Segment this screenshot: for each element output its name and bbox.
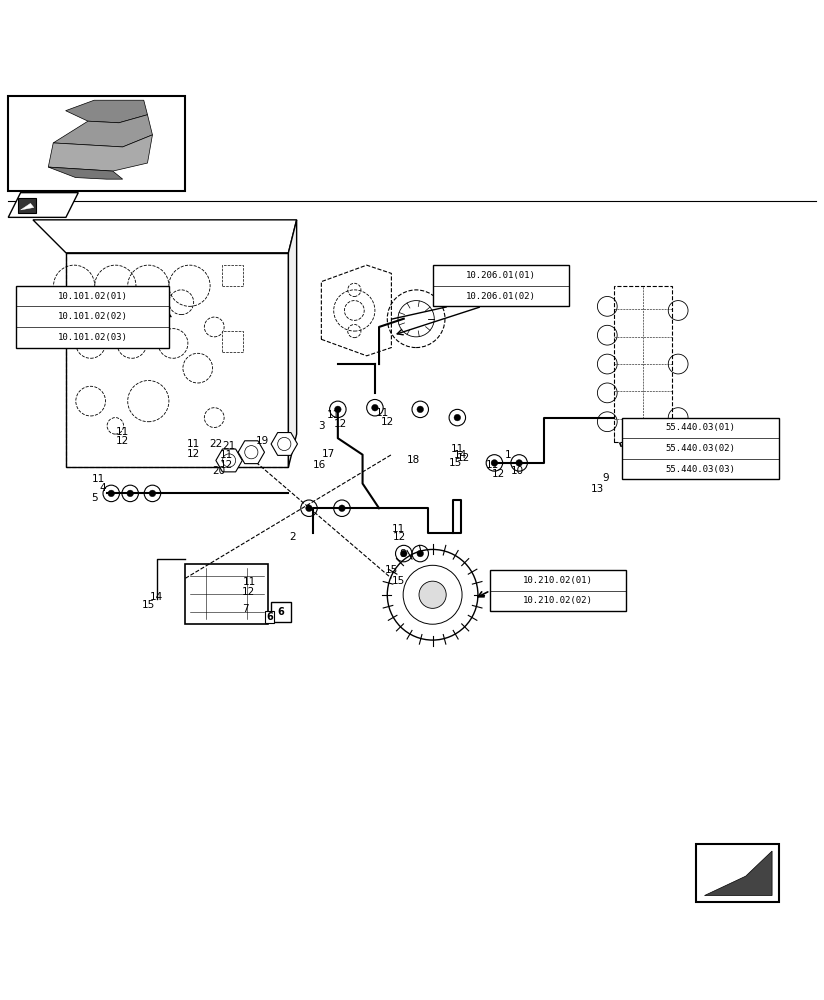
Circle shape	[335, 406, 341, 413]
Text: 55.440.03(01): 55.440.03(01)	[666, 423, 735, 432]
Text: 11: 11	[327, 410, 340, 420]
Text: 19: 19	[255, 436, 269, 446]
Text: 9: 9	[602, 473, 609, 483]
Text: 14: 14	[150, 592, 163, 602]
Text: 12: 12	[457, 453, 471, 463]
FancyBboxPatch shape	[8, 96, 185, 191]
Circle shape	[454, 414, 461, 421]
Polygon shape	[238, 441, 265, 464]
Text: 10.101.02(01): 10.101.02(01)	[58, 292, 128, 301]
Text: 12: 12	[220, 460, 233, 470]
FancyBboxPatch shape	[18, 198, 36, 213]
Polygon shape	[8, 193, 78, 217]
Text: 11: 11	[243, 577, 256, 587]
Text: 13: 13	[591, 484, 604, 494]
Text: 10.210.02(02): 10.210.02(02)	[523, 596, 593, 605]
Text: 55.440.03(03): 55.440.03(03)	[666, 465, 735, 474]
Text: 12: 12	[334, 419, 347, 429]
Text: 55.440.03(02): 55.440.03(02)	[666, 444, 735, 453]
Text: 11: 11	[451, 444, 464, 454]
Text: 15: 15	[391, 576, 405, 586]
Text: 12: 12	[381, 417, 394, 427]
Text: 10.101.02(03): 10.101.02(03)	[58, 333, 128, 342]
Polygon shape	[54, 115, 152, 147]
Text: 6: 6	[266, 612, 273, 622]
Text: 14: 14	[454, 450, 467, 460]
FancyBboxPatch shape	[622, 418, 779, 479]
Text: 6: 6	[278, 607, 284, 617]
FancyBboxPatch shape	[222, 265, 243, 286]
Text: 17: 17	[321, 449, 335, 459]
Polygon shape	[33, 220, 297, 253]
Text: 11: 11	[376, 408, 389, 418]
Circle shape	[306, 505, 312, 512]
Text: 16: 16	[313, 460, 326, 470]
FancyBboxPatch shape	[696, 844, 779, 902]
Text: 15: 15	[385, 565, 398, 575]
Polygon shape	[705, 851, 772, 896]
Circle shape	[400, 550, 407, 557]
Text: 12: 12	[242, 587, 255, 597]
Polygon shape	[21, 203, 34, 210]
Text: 3: 3	[318, 421, 325, 431]
Text: 22: 22	[209, 439, 222, 449]
Polygon shape	[49, 167, 123, 179]
Text: 18: 18	[407, 455, 420, 465]
FancyBboxPatch shape	[16, 286, 169, 348]
Circle shape	[419, 581, 447, 608]
Text: 11: 11	[220, 450, 233, 460]
Text: 11: 11	[187, 439, 200, 449]
Circle shape	[339, 505, 345, 512]
Circle shape	[108, 490, 115, 497]
FancyBboxPatch shape	[490, 570, 626, 611]
FancyBboxPatch shape	[185, 564, 268, 624]
Text: 10: 10	[511, 466, 524, 476]
FancyBboxPatch shape	[271, 602, 291, 622]
Text: 15: 15	[142, 600, 155, 610]
Polygon shape	[216, 449, 242, 472]
Text: 1: 1	[505, 450, 512, 460]
Text: 12: 12	[187, 449, 200, 459]
Polygon shape	[49, 135, 152, 171]
Text: 5: 5	[91, 493, 98, 503]
FancyBboxPatch shape	[66, 253, 288, 467]
Text: 10.101.02(02): 10.101.02(02)	[58, 312, 128, 321]
Polygon shape	[321, 265, 391, 356]
FancyBboxPatch shape	[222, 331, 243, 352]
Text: 20: 20	[212, 466, 225, 476]
Circle shape	[417, 406, 424, 413]
Text: 11: 11	[486, 460, 499, 470]
Polygon shape	[288, 220, 297, 467]
Text: 11: 11	[92, 474, 105, 484]
Circle shape	[149, 490, 156, 497]
Text: 12: 12	[115, 436, 129, 446]
Text: 11: 11	[115, 427, 129, 437]
Text: 21: 21	[222, 441, 236, 451]
Polygon shape	[66, 100, 147, 123]
Polygon shape	[271, 433, 297, 455]
Text: 12: 12	[492, 469, 505, 479]
Circle shape	[417, 550, 424, 557]
Circle shape	[127, 490, 133, 497]
FancyBboxPatch shape	[433, 265, 569, 306]
Text: 10.206.01(01): 10.206.01(01)	[466, 271, 536, 280]
Text: 12: 12	[393, 532, 406, 542]
Text: 10.206.01(02): 10.206.01(02)	[466, 292, 536, 301]
Circle shape	[516, 460, 522, 466]
Text: 10.210.02(01): 10.210.02(01)	[523, 576, 593, 585]
Text: 8: 8	[399, 549, 405, 559]
Text: 15: 15	[449, 458, 462, 468]
Circle shape	[491, 460, 498, 466]
Circle shape	[372, 404, 378, 411]
Text: 11: 11	[391, 524, 405, 534]
FancyBboxPatch shape	[614, 286, 672, 442]
Text: 7: 7	[242, 604, 249, 614]
Text: 2: 2	[289, 532, 296, 542]
Text: 4: 4	[100, 483, 106, 493]
